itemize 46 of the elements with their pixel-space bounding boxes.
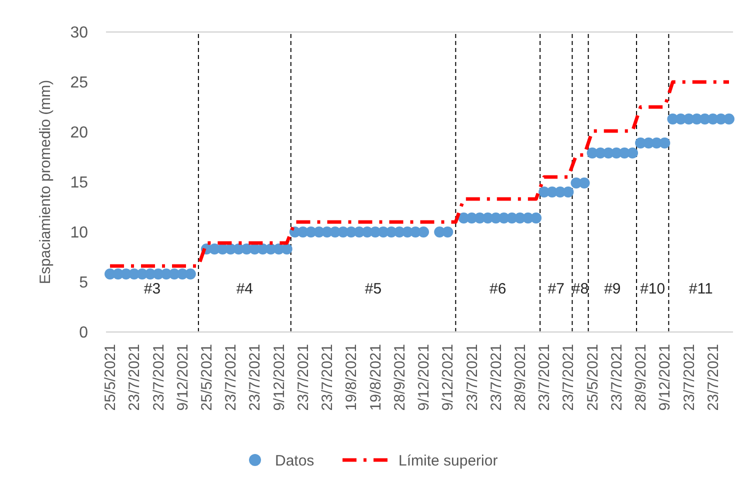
x-tick-label: 23/7/2021 [222, 344, 240, 411]
annotation: #3 [144, 280, 161, 298]
y-tick-label: 0 [79, 324, 88, 342]
line-series [108, 80, 731, 268]
y-tick-label: 15 [70, 174, 88, 192]
legend-label: Límite superior [398, 452, 498, 470]
x-tick-label: 9/12/2021 [270, 344, 288, 411]
x-tick-label: 25/5/2021 [198, 344, 216, 411]
annotation: #5 [364, 280, 382, 298]
annotation: #6 [490, 280, 506, 298]
x-tick-label: 23/7/2021 [704, 344, 722, 411]
y-tick-label: 30 [70, 24, 88, 42]
x-tick-label: 9/12/2021 [656, 344, 674, 411]
annotation: #4 [236, 280, 254, 298]
x-tick-label: 23/7/2021 [464, 344, 481, 411]
x-tick-label: 28/9/2021 [512, 344, 529, 411]
x-tick-label: 23/7/2021 [246, 344, 264, 411]
x-tick-label: 23/7/2021 [150, 344, 168, 411]
x-tick-label: 25/5/2021 [584, 344, 602, 411]
x-tick-label: 23/7/2021 [680, 344, 698, 411]
x-tick-label: 9/12/2021 [416, 344, 433, 411]
x-tick-label: 23/7/2021 [608, 344, 626, 411]
x-tick-label: 25/5/2021 [102, 344, 120, 411]
x-tick-label: 28/9/2021 [632, 344, 650, 411]
annotation: #9 [604, 280, 621, 298]
y-axis-title: Espaciamiento promedio (mm) [37, 80, 54, 284]
annotation: #11 [688, 280, 713, 298]
x-tick-label: 9/12/2021 [440, 344, 457, 411]
x-tick-label: 23/7/2021 [126, 344, 144, 411]
annotation: #7 [548, 280, 564, 298]
y-tick-label: 25 [70, 74, 88, 92]
x-tick-label: 23/7/2021 [319, 344, 336, 411]
x-tick-label: 19/8/2021 [343, 344, 360, 411]
x-tick-label: 23/7/2021 [488, 344, 505, 411]
y-tick-label: 5 [79, 274, 88, 292]
x-tick-label: 23/7/2021 [560, 344, 578, 411]
x-tick-label: 23/7/2021 [294, 344, 312, 411]
x-tick-label: 19/8/2021 [367, 344, 384, 411]
annotation: #10 [640, 280, 666, 298]
x-tick-label: 9/12/2021 [174, 344, 192, 411]
annotation: #8 [572, 280, 589, 298]
legend-label: Datos [275, 452, 314, 470]
x-tick-label: 28/9/2021 [391, 344, 408, 411]
y-tick-label: 20 [70, 124, 88, 142]
y-tick-label: 10 [70, 224, 88, 242]
x-tick-label: 23/7/2021 [536, 344, 554, 411]
